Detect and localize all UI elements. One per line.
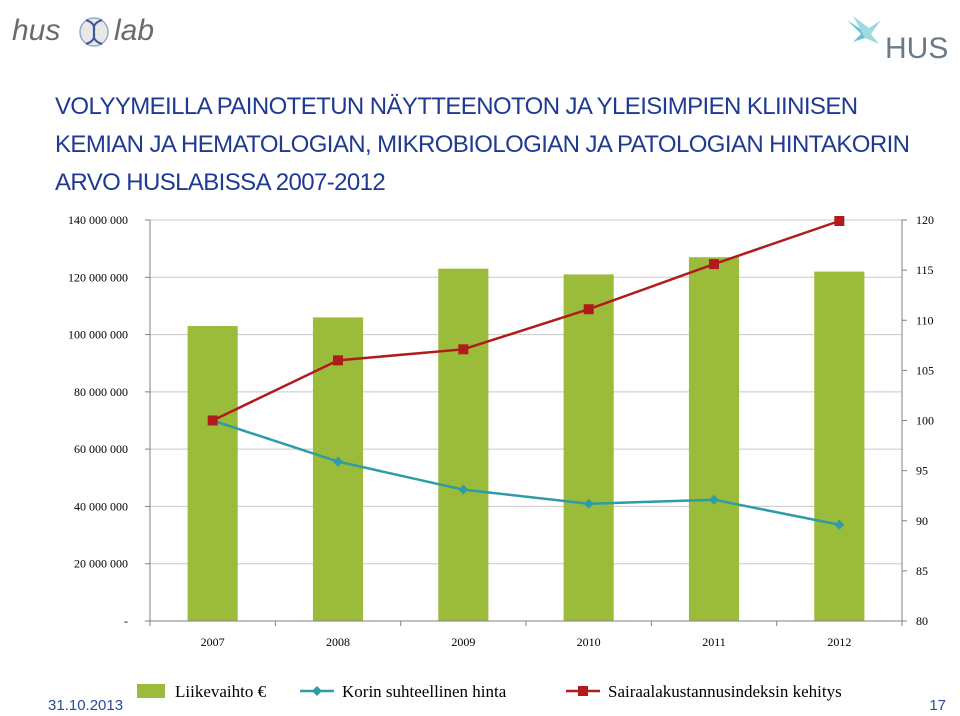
left-tick-label: 60 000 000 <box>74 442 128 456</box>
x-tick-label: 2009 <box>451 635 475 649</box>
slide-title: VOLYYMEILLA PAINOTETUN NÄYTTEENOTON JA Y… <box>55 93 910 196</box>
square-marker <box>709 259 719 270</box>
legend-label: Sairaalakustannusindeksin kehitys <box>608 682 842 701</box>
x-tick-label: 2010 <box>577 635 601 649</box>
dna-helix-icon <box>79 17 109 47</box>
diamond-marker <box>458 484 469 495</box>
hus-cross-icon <box>847 16 881 44</box>
right-tick-label: 100 <box>916 414 934 428</box>
left-tick-label: 120 000 000 <box>68 270 128 284</box>
gridlines <box>150 219 902 622</box>
x-tick-label: 2011 <box>702 635 726 649</box>
bar-2007 <box>187 325 238 621</box>
legend-label: Liikevaihto € <box>175 682 267 701</box>
line-series <box>207 216 845 530</box>
huslab-logo-text-left: hus <box>12 14 60 47</box>
page-number: 17 <box>929 697 946 714</box>
legend: Liikevaihto € Korin suhteellinen hinta Sai… <box>137 682 842 701</box>
right-tick-label: 120 <box>916 213 934 227</box>
bar-2009 <box>438 268 489 621</box>
legend-diamond-marker <box>312 686 322 696</box>
huslab-logo: hus lab <box>8 8 188 52</box>
hus-logo-text: HUS <box>885 32 948 62</box>
square-marker <box>333 355 343 366</box>
right-tick-label: 115 <box>916 263 934 277</box>
line-index <box>212 219 840 422</box>
diamond-marker <box>333 456 343 467</box>
x-tick-label: 2008 <box>326 635 350 649</box>
right-tick-label: 80 <box>916 614 928 628</box>
diamond-marker <box>834 519 845 530</box>
bar-2012 <box>814 271 865 621</box>
diamond-marker <box>709 494 719 505</box>
x-tick-label: 2012 <box>827 635 851 649</box>
square-marker <box>458 344 469 355</box>
left-tick-label: 40 000 000 <box>74 499 128 513</box>
right-tick-label: 90 <box>916 514 928 528</box>
x-tick-label: 2007 <box>201 635 225 649</box>
axes: - 20 000 000 40 000 000 60 000 000 80 000 00… <box>68 213 934 649</box>
square-marker <box>207 415 218 426</box>
hus-logo: HUS <box>843 12 955 65</box>
left-tick-label: 80 000 000 <box>74 385 128 399</box>
huslab-logo-text-right: lab <box>114 14 154 47</box>
left-tick-label: 20 000 000 <box>74 557 128 571</box>
left-tick-label: 100 000 000 <box>68 328 128 342</box>
right-tick-label: 85 <box>916 564 928 578</box>
left-tick-label: - <box>124 614 128 628</box>
legend-label: Korin suhteellinen hinta <box>342 682 507 701</box>
square-marker <box>834 216 845 227</box>
diamond-marker <box>583 498 594 509</box>
right-tick-label: 95 <box>916 464 928 478</box>
footer-date: 31.10.2013 <box>48 697 124 714</box>
bar-2011 <box>688 257 740 621</box>
bar-2010 <box>563 274 614 621</box>
right-tick-label: 105 <box>916 363 934 377</box>
square-marker <box>583 304 594 315</box>
left-tick-label: 140 000 000 <box>68 213 128 227</box>
bar-series <box>187 257 865 621</box>
right-tick-label: 110 <box>916 313 934 327</box>
legend-square-marker <box>578 686 588 696</box>
legend-swatch-bar <box>137 684 165 698</box>
line-price <box>212 419 840 526</box>
